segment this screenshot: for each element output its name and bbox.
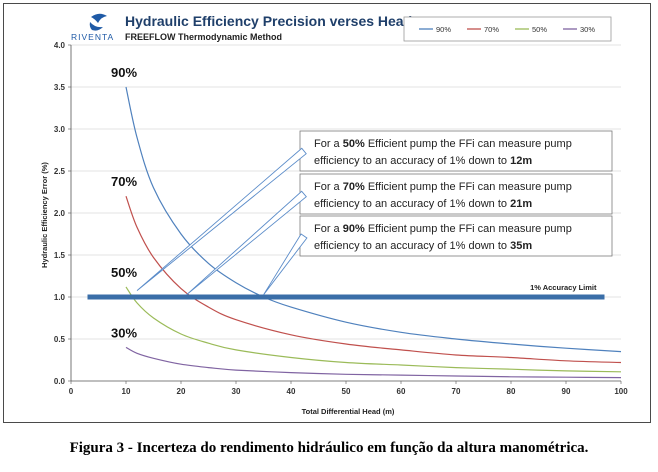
annotation-line-1-pre: For a (314, 223, 343, 235)
annotation-efficiency: 90% (343, 223, 365, 235)
x-tick-label: 50 (342, 387, 351, 396)
y-tick-label: 4.0 (54, 41, 66, 50)
y-tick-label: 1.0 (54, 293, 66, 302)
y-tick-labels: 0.0 0.5 1.0 1.5 2.0 2.5 3.0 3.5 4.0 (54, 41, 71, 386)
annotations: For a 50% Efficient pump the FFi can mea… (136, 130, 613, 296)
annotation-line-1-pre: For a (314, 138, 343, 150)
curve-label-70pct: 70% (111, 174, 137, 189)
x-tick-label: 90 (562, 387, 571, 396)
annotation-arrow (186, 190, 307, 296)
curve-label-50pct: 50% (111, 265, 137, 280)
annotation-line-1-post: Efficient pump the FFi can measure pump (365, 181, 572, 193)
chart-title: Hydraulic Efficiency Precision verses He… (125, 13, 412, 29)
y-tick-label: 1.5 (54, 251, 66, 260)
annotation-line-2-pre: efficiency to an accuracy of 1% down to (314, 198, 510, 210)
chart-frame: RIVENTA Hydraulic Efficiency Precision v… (3, 3, 651, 423)
legend-label-50pct: 50% (532, 25, 547, 34)
annotation-arrow (263, 233, 308, 296)
annotation-line-1-post: Efficient pump the FFi can measure pump (365, 138, 572, 150)
annotation-box (299, 130, 613, 172)
series-line-30pct (125, 346, 622, 379)
curve-label-30pct: 30% (111, 325, 137, 340)
annotation-line-2-pre: efficiency to an accuracy of 1% down to (314, 240, 510, 252)
accuracy-limit: 1% Accuracy Limit (87, 283, 605, 300)
y-tick-label: 0.0 (54, 377, 66, 386)
annotation-head: 12m (510, 155, 532, 167)
series-line-70pct (125, 196, 622, 364)
x-tick-label: 80 (507, 387, 516, 396)
x-tick-label: 100 (614, 387, 628, 396)
riventa-logo: RIVENTA (71, 13, 114, 42)
series-line-90pct (125, 86, 622, 353)
x-tick-label: 60 (397, 387, 406, 396)
annotation-line-1-post: Efficient pump the FFi can measure pump (365, 223, 572, 235)
annotation-line-1: For a 50% Efficient pump the FFi can mea… (314, 138, 572, 150)
y-tick-label: 3.0 (54, 125, 66, 134)
annotation-line-2: efficiency to an accuracy of 1% down to … (314, 198, 532, 210)
annotation-efficiency: 50% (343, 138, 365, 150)
x-axis-title: Total Differential Head (m) (302, 407, 395, 416)
y-axis-title: Hydraulic Efficiency Error (%) (40, 162, 49, 268)
legend-label-30pct: 30% (580, 25, 595, 34)
series-line-50pct (125, 286, 622, 373)
annotation-2: For a 70% Efficient pump the FFi can mea… (186, 173, 613, 296)
chart-subtitle: FREEFLOW Thermodynamic Method (125, 32, 282, 42)
annotation-box (299, 173, 613, 215)
annotation-1: For a 50% Efficient pump the FFi can mea… (136, 130, 613, 291)
annotation-box (299, 215, 613, 257)
y-tick-label: 3.5 (54, 83, 66, 92)
legend: 90% 70% 50% 30% (419, 25, 595, 34)
series-lines (125, 86, 622, 379)
x-tick-label: 20 (177, 387, 186, 396)
legend-label-90pct: 90% (436, 25, 451, 34)
annotation-3: For a 90% Efficient pump the FFi can mea… (263, 215, 613, 296)
annotation-line-2: efficiency to an accuracy of 1% down to … (314, 240, 532, 252)
x-tick-label: 30 (232, 387, 241, 396)
annotation-line-1: For a 70% Efficient pump the FFi can mea… (314, 181, 572, 193)
y-tick-label: 2.5 (54, 167, 66, 176)
logo-text: RIVENTA (71, 32, 114, 42)
y-tick-label: 0.5 (54, 335, 66, 344)
chart-svg: RIVENTA Hydraulic Efficiency Precision v… (3, 3, 651, 423)
curve-labels: 90% 70% 50% 30% (111, 65, 137, 340)
annotation-line-2-pre: efficiency to an accuracy of 1% down to (314, 155, 510, 167)
accuracy-limit-label: 1% Accuracy Limit (530, 283, 597, 292)
logo-swirl-bottom-icon (89, 22, 103, 31)
y-tick-label: 2.0 (54, 209, 66, 218)
x-tick-label: 70 (452, 387, 461, 396)
annotation-line-1: For a 90% Efficient pump the FFi can mea… (314, 223, 572, 235)
legend-label-70pct: 70% (484, 25, 499, 34)
logo-swirl-top-icon (91, 13, 107, 23)
x-tick-label: 40 (287, 387, 296, 396)
x-tick-label: 0 (69, 387, 74, 396)
curve-label-90pct: 90% (111, 65, 137, 80)
annotation-line-2: efficiency to an accuracy of 1% down to … (314, 155, 532, 167)
annotation-head: 21m (510, 198, 532, 210)
annotation-efficiency: 70% (343, 181, 365, 193)
figure-caption: Figura 3 - Incerteza do rendimento hidrá… (69, 440, 589, 456)
annotation-line-1-pre: For a (314, 181, 343, 193)
annotation-arrow (136, 147, 307, 291)
x-tick-label: 10 (122, 387, 131, 396)
x-tick-labels: 0 10 20 30 40 50 60 70 80 90 100 (69, 381, 628, 396)
annotation-head: 35m (510, 240, 532, 252)
